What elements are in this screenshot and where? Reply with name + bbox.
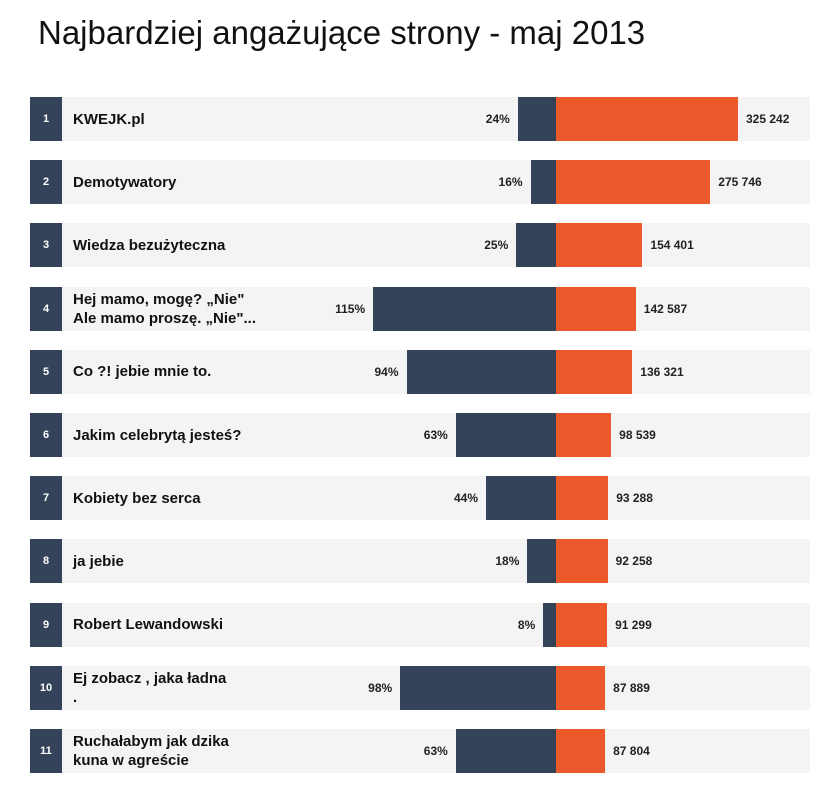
count-label: 142 587 (643, 301, 688, 316)
count-label: 275 746 (718, 175, 762, 190)
percent-bar (530, 160, 556, 205)
category-label: Demotywatory (73, 173, 177, 191)
chart-row: 2 Demotywatory 16% 275 746 (30, 160, 810, 205)
chart-row: 11 Ruchałabym jak dzika kuna w agreście 63… (30, 729, 810, 773)
count-bar (556, 602, 608, 647)
rank-badge: 4 (30, 286, 62, 331)
percent-label: 16% (498, 175, 523, 190)
category-label: Robert Lewandowski (73, 616, 224, 634)
count-bar (556, 665, 606, 710)
category-label: Ruchałabym jak dzika kuna w agreście (73, 733, 229, 769)
percent-label: 18% (495, 554, 520, 569)
count-bar (556, 223, 643, 268)
rank-badge: 10 (30, 665, 62, 710)
count-label: 93 288 (616, 491, 653, 506)
count-label: 154 401 (650, 238, 694, 253)
count-label: 87 804 (613, 744, 650, 758)
percent-label: 8% (517, 617, 536, 632)
rank-badge: 6 (30, 413, 62, 457)
count-label: 87 889 (613, 680, 650, 695)
rank-badge: 1 (30, 97, 62, 141)
count-bar (556, 539, 608, 584)
rank-badge: 5 (30, 349, 62, 394)
chart-row: 6 Jakim celebrytą jesteś? 63% 98 539 (30, 413, 810, 457)
rank-badge: 7 (30, 476, 62, 521)
category-label: Wiedza bezużyteczna (73, 236, 226, 254)
chart-row: 1 KWEJK.pl 24% 325 242 (30, 97, 810, 141)
category-label: Kobiety bez serca (73, 489, 201, 507)
rank-badge: 9 (30, 602, 62, 647)
count-bar (556, 160, 711, 205)
chart-title: Najbardziej angażujące strony - maj 2013 (38, 14, 646, 51)
count-bar (556, 97, 738, 141)
chart-row: 3 Wiedza bezużyteczna 25% 154 401 (30, 223, 810, 268)
percent-bar (516, 223, 556, 268)
percent-bar (527, 539, 556, 584)
count-label: 325 242 (746, 112, 790, 126)
count-bar (556, 349, 633, 394)
chart-row: 7 Kobiety bez serca 44% 93 288 (30, 476, 810, 521)
percent-bar (400, 665, 556, 710)
count-label: 91 299 (615, 617, 652, 632)
category-label: KWEJK.pl (73, 110, 145, 128)
count-label: 136 321 (640, 364, 684, 379)
percent-label: 94% (374, 364, 399, 379)
percent-bar (517, 97, 556, 141)
percent-bar (543, 602, 556, 647)
category-label: Jakim celebrytą jesteś? (73, 426, 242, 444)
chart-row: 8 ja jebie 18% 92 258 (30, 539, 810, 584)
count-bar (556, 729, 606, 773)
category-label: ja jebie (73, 552, 124, 570)
count-bar (556, 286, 636, 331)
percent-label: 63% (423, 744, 448, 758)
percent-label: 24% (485, 112, 510, 126)
rank-badge: 11 (30, 729, 62, 773)
chart-row: 9 Robert Lewandowski 8% 91 299 (30, 602, 810, 647)
category-label: Ej zobacz , jaka ładna . (73, 669, 227, 706)
rank-badge: 3 (30, 223, 62, 268)
percent-bar (455, 413, 556, 457)
percent-bar (373, 286, 556, 331)
percent-bar (486, 476, 556, 521)
chart-row: 4 Hej mamo, mogę? „Nie" Ale mamo proszę. … (30, 286, 810, 331)
category-label: Co ?! jebie mnie to. (73, 363, 212, 381)
category-label: Hej mamo, mogę? „Nie" Ale mamo proszę. „… (73, 290, 256, 327)
rank-badge: 2 (30, 160, 62, 205)
percent-bar (406, 349, 556, 394)
chart-row: 10 Ej zobacz , jaka ładna . 98% 87 889 (30, 665, 810, 710)
percent-bar (455, 729, 556, 773)
count-label: 98 539 (619, 428, 656, 442)
chart-row: 5 Co ?! jebie mnie to. 94% 136 321 (30, 349, 810, 394)
percent-label: 63% (423, 428, 448, 442)
rank-badge: 8 (30, 539, 62, 584)
percent-label: 115% (335, 301, 366, 316)
percent-label: 98% (368, 680, 393, 695)
count-bar (556, 413, 612, 457)
count-label: 92 258 (615, 554, 653, 569)
percent-label: 44% (454, 491, 479, 506)
count-bar (556, 476, 609, 521)
percent-label: 25% (484, 238, 509, 253)
